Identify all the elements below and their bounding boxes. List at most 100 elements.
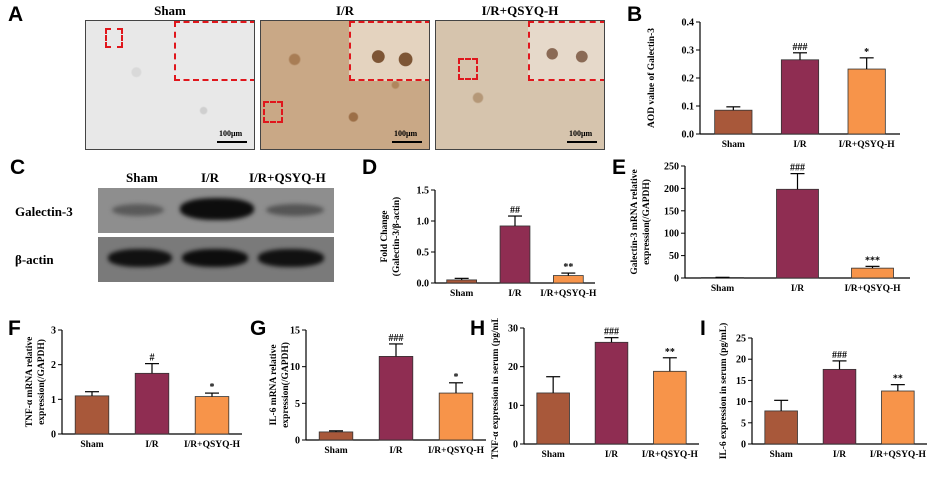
y-tick-label: 20 [736,355,746,366]
y-tick-label: 15 [736,376,746,387]
ihc-image-qsyq: 100μm [435,20,605,150]
significance-marker: ### [790,163,805,174]
scale-bar-ir [392,141,422,143]
y-tick-label: 1 [51,395,56,406]
y-tick-label: 0 [674,274,679,285]
blot-strip-galectin3 [98,188,334,233]
bar-i-r [822,368,857,445]
y-axis-title: expression(/GAPDH) [641,179,652,265]
bar-i-r [134,372,170,435]
y-axis-title: Fold Change [380,211,390,263]
bar-sham [318,431,354,441]
roi-box-ir [263,101,283,123]
y-tick-label: 10 [508,401,518,412]
bar-i-r [776,188,819,279]
ihc-image-sham: 100μm [85,20,255,150]
chart-B-body: 0.0 0.1 0.2 0.3 0.4 AOD value of Galectin-3 Sh… [647,18,900,150]
y-axis-title: AOD value of Galectin-3 [647,28,657,128]
x-tick-label: I/R+QSYQ-H [844,284,901,294]
chart-H-body: 0 10 20 30 TNF-α expression in serum (pg/mL)… [490,318,699,460]
significance-marker: ### [389,333,404,344]
y-tick-label: 0 [295,436,300,447]
bar-chart-f-tnf-mrna: 0 1 2 3 TNF-α mRNA relative expression(/GAPDH… [25,326,242,450]
y-tick-label: 0.1 [682,102,695,113]
y-tick-label: 0 [51,430,56,441]
panel-label-c: C [10,156,26,179]
bar-chart-d-fold-change: 0.0 0.5 1.0 1.5 Fold Change (Galectin-3/β-act… [380,186,597,300]
bar-chart-e-galectin3-mrna: 0 50 100 150 200 250 Galectin-3 mRNA relative e… [630,162,910,294]
blot-band-ir [180,198,254,220]
x-tick-label: I/R [793,140,806,150]
blot-band-qsyq [266,204,324,216]
y-tick-label: 0.4 [682,18,695,29]
x-tick-label: Sham [770,450,793,460]
chart-E-body: 0 50 100 150 200 250 Galectin-3 mRNA relative e… [630,162,910,294]
bar-sham [764,410,798,445]
bar-i-r-qsyq-h [438,392,474,441]
zoom-inset-ir [349,21,429,81]
chart-I-body: 0 5 10 15 20 25 IL-6 expression in serum (pg/m… [718,323,927,460]
bar-sham [74,395,110,435]
bar-chart-h-tnf-serum: 0 10 20 30 TNF-α expression in serum (pg/mL)… [490,318,699,460]
blot-band-sham [112,204,164,216]
ihc-title-ir: I/R [335,3,355,18]
x-tick-label: Sham [324,446,347,456]
blot-row-beta-actin: β-actin [15,252,54,267]
y-axis-title: Galectin-3 mRNA relative [630,169,640,274]
x-tick-label: I/R+QSYQ-H [642,450,699,460]
y-tick-label: 5 [295,399,300,410]
significance-marker: ** [893,374,903,385]
y-tick-label: 10 [736,397,746,408]
x-tick-label: I/R+QSYQ-H [540,289,597,299]
x-tick-label: I/R [508,289,521,299]
bar-chart-i-il6-serum: 0 5 10 15 20 25 IL-6 expression in serum (pg/m… [718,323,927,460]
x-tick-label: Sham [542,450,565,460]
chart-F-body: 0 1 2 3 TNF-α mRNA relative expression(/GAPDH… [25,326,242,450]
bar-i-r [378,356,414,441]
bar-i-r-qsyq-h [552,275,584,284]
ihc-image-ir: 100μm [260,20,430,150]
zoom-inset-sham [174,21,254,81]
blot-strip-beta-actin [98,237,334,282]
ihc-title-sham: Sham [154,3,186,18]
x-tick-label: I/R [833,450,846,460]
significance-marker: * [864,47,869,58]
y-tick-label: 0.0 [417,279,430,290]
bar-chart-b-aod-galectin3: 0.0 0.1 0.2 0.3 0.4 AOD value of Galectin-3 Sh… [647,18,900,150]
bar-sham [536,392,570,445]
x-tick-label: I/R+QSYQ-H [428,446,485,456]
bar-i-r [780,59,820,135]
x-tick-label: I/R+QSYQ-H [184,440,241,450]
y-tick-label: 10 [290,362,300,373]
y-tick-label: 0 [513,440,518,451]
y-tick-label: 5 [741,418,746,429]
x-tick-label: Sham [722,140,745,150]
y-axis-title: IL-6 expression in serum (pg/mL) [718,323,729,460]
y-tick-label: 200 [664,184,679,195]
panel-label-d: D [362,156,378,179]
y-axis-title: expression(/GAPDH) [36,339,47,425]
panel-label-e: E [612,156,627,179]
panel-label-b: B [627,3,643,26]
panel-label-i: I [700,317,706,340]
x-tick-label: Sham [450,289,473,299]
bar-i-r-qsyq-h [653,370,687,445]
blot-band-actin-qsyq [258,249,324,267]
zoom-inset-qsyq [528,21,604,81]
y-tick-label: 15 [290,326,300,337]
blot-lane-qsyq: I/R+QSYQ-H [249,170,326,185]
panel-label-g: G [250,317,267,340]
significance-marker: * [210,382,215,393]
y-tick-label: 0.5 [417,248,430,259]
y-tick-label: 3 [51,326,56,337]
significance-marker: ## [510,205,520,216]
y-axis-title: TNF-α mRNA relative [25,337,35,428]
y-axis-title: expression(/GAPDH) [280,342,291,428]
scale-label-sham: 100μm [219,129,243,138]
y-tick-label: 100 [664,229,679,240]
y-tick-label: 150 [664,206,679,217]
roi-box-sham [105,28,123,48]
y-tick-label: 0.2 [682,74,695,85]
significance-marker: * [454,372,459,383]
y-axis-title: IL-6 mRNA relative [269,344,279,425]
